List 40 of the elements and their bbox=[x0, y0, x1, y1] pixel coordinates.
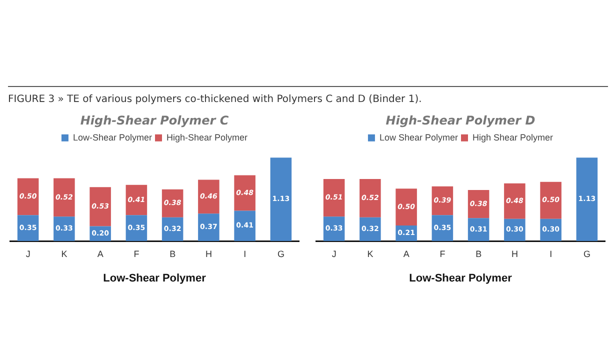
chart-title: High-Shear Polymer D bbox=[386, 113, 536, 128]
bar bbox=[270, 158, 292, 241]
bar bbox=[198, 180, 220, 214]
x-tick-label: I bbox=[244, 248, 246, 259]
x-axis-title: Low-Shear Polymer bbox=[409, 272, 513, 284]
bar bbox=[540, 182, 562, 219]
x-axis-title: Low-Shear Polymer bbox=[103, 272, 207, 284]
bar bbox=[17, 178, 39, 216]
x-tick-label: I bbox=[550, 248, 552, 259]
x-tick-label: K bbox=[61, 248, 68, 259]
legend-label: Low-Shear Polymer bbox=[72, 132, 152, 142]
x-tick-label: J bbox=[26, 248, 30, 259]
bar bbox=[360, 178, 381, 218]
x-tick-label: F bbox=[134, 248, 140, 259]
bar bbox=[504, 183, 526, 219]
bar bbox=[198, 214, 220, 241]
chart-title: High-Shear Polymer C bbox=[80, 113, 229, 128]
x-tick-label: A bbox=[403, 248, 410, 259]
x-tick-label: H bbox=[511, 248, 518, 259]
legend-label: High Shear Polymer bbox=[472, 132, 554, 142]
legend-label: High-Shear Polymer bbox=[166, 132, 248, 142]
x-tick-label: G bbox=[583, 248, 590, 259]
bar bbox=[234, 175, 256, 211]
x-tick-label: F bbox=[440, 248, 446, 259]
bar bbox=[54, 178, 75, 217]
x-tick-label: H bbox=[205, 248, 212, 259]
bar bbox=[396, 188, 417, 226]
x-tick-label: B bbox=[170, 248, 176, 259]
bar bbox=[234, 210, 256, 241]
x-tick-label: A bbox=[97, 248, 104, 259]
caption: FIGURE 3 » TE of various polymers co-thickened with Polymers C and D (Binder 1). bbox=[8, 94, 422, 105]
bar bbox=[54, 216, 75, 241]
legend-label: Low Shear Polymer bbox=[379, 132, 458, 142]
x-tick-label: G bbox=[277, 248, 284, 259]
bar bbox=[576, 158, 598, 241]
bar bbox=[90, 187, 111, 226]
x-tick-label: K bbox=[367, 248, 374, 259]
x-tick-label: B bbox=[476, 248, 482, 259]
bar bbox=[323, 178, 345, 217]
x-tick-label: J bbox=[332, 248, 336, 259]
